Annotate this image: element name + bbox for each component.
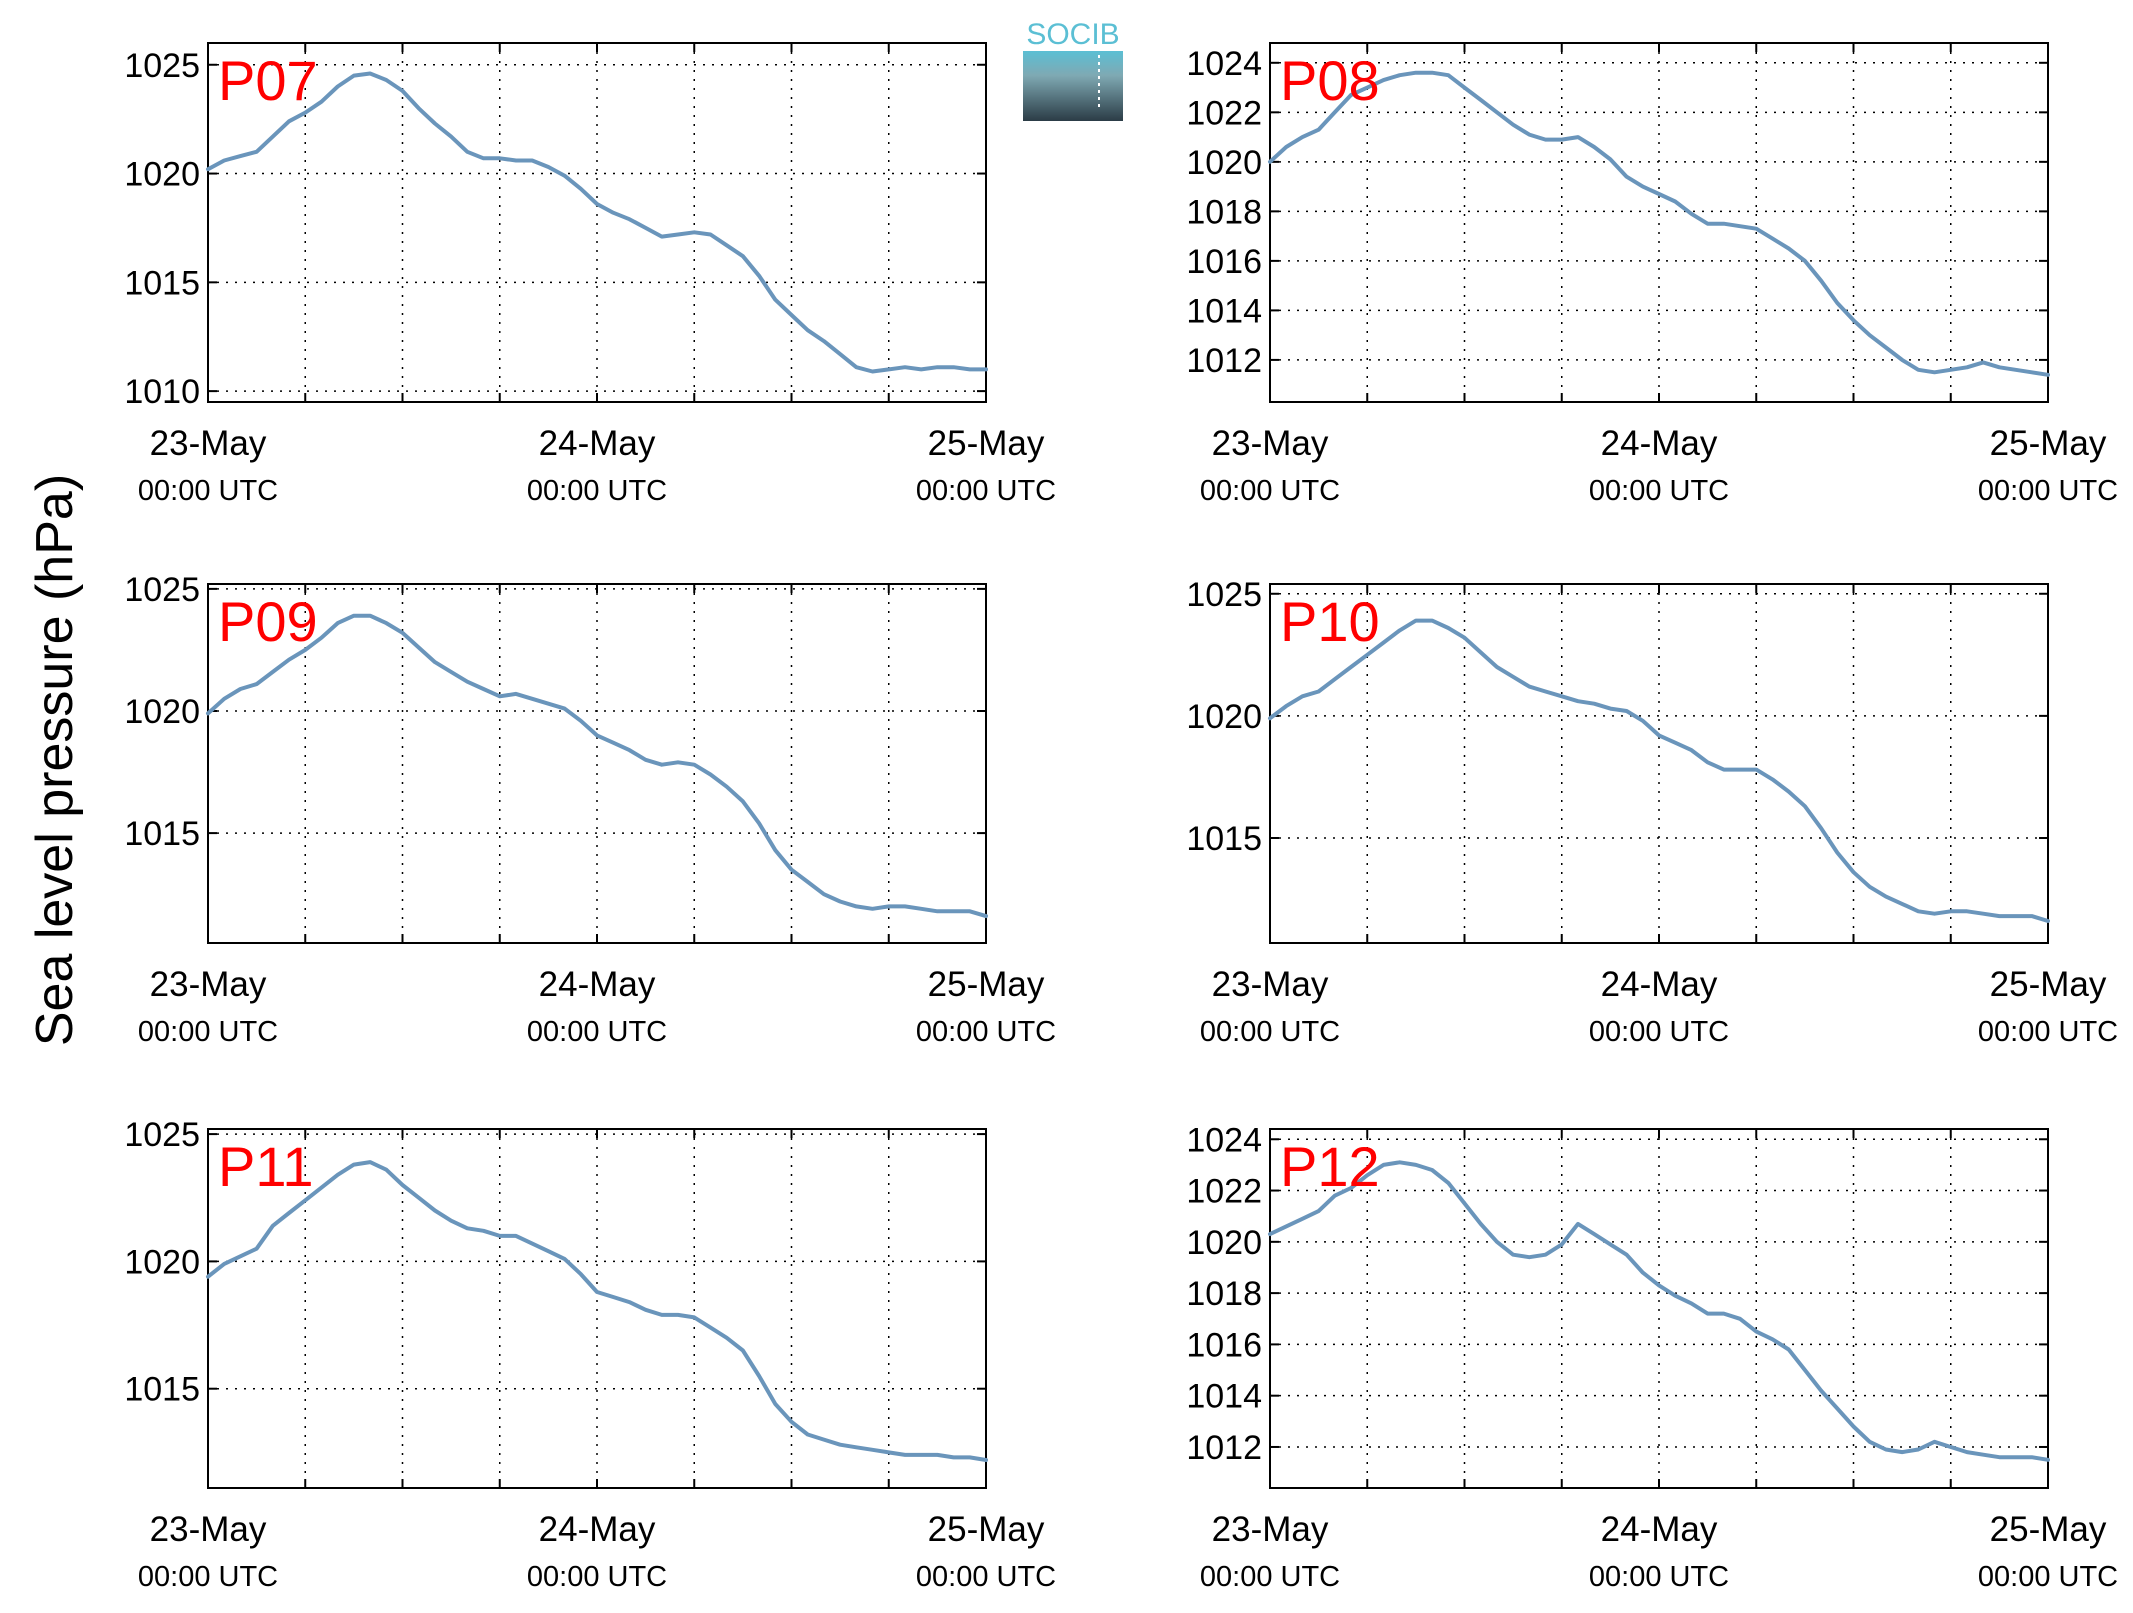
y-tick-label: 1015	[124, 264, 200, 302]
pressure-series-line	[1268, 70, 2050, 377]
plot-frame	[207, 583, 987, 944]
x-tick-label-date: 24-May	[1601, 965, 1718, 1004]
x-tick-label-time: 00:00 UTC	[138, 1016, 278, 1048]
x-tick-label-time: 00:00 UTC	[1978, 1016, 2118, 1048]
x-tick-label-time: 00:00 UTC	[527, 1561, 667, 1593]
x-tick-label-date: 23-May	[150, 424, 267, 463]
x-tick-label-date: 25-May	[1990, 965, 2107, 1004]
x-tick-label-date: 25-May	[928, 965, 1045, 1004]
x-tick-label-time: 00:00 UTC	[1978, 475, 2118, 507]
plot-frame	[207, 1128, 987, 1489]
y-tick-label: 1024	[1186, 45, 1262, 83]
y-tick-label: 1015	[124, 1371, 200, 1409]
panel-label: P12	[1280, 1135, 1380, 1198]
y-tick-label: 1020	[124, 1243, 200, 1281]
y-tick-label: 1022	[1186, 1173, 1262, 1211]
y-tick-label: 1016	[1186, 243, 1262, 281]
x-tick-label-time: 00:00 UTC	[1589, 475, 1729, 507]
plot-frame	[1269, 42, 2049, 403]
pressure-series-line	[206, 71, 988, 374]
logo-wave-block	[1023, 51, 1123, 121]
x-tick-label-date: 23-May	[1212, 965, 1329, 1004]
pressure-series-line	[1268, 1160, 2050, 1462]
y-tick-label: 1024	[1186, 1121, 1262, 1159]
socib-logo: SOCIB	[1023, 18, 1123, 121]
logo-text: SOCIB	[1026, 18, 1119, 51]
y-tick-label: 1014	[1186, 1378, 1262, 1416]
x-tick-label-date: 24-May	[1601, 1510, 1718, 1549]
y-tick-label: 1010	[124, 373, 200, 411]
pressure-series-line	[206, 1160, 988, 1462]
x-tick-label-date: 24-May	[539, 1510, 656, 1549]
panel-p11: 1015 1020 1025 23-May 00:00 UTC 24-May 00:00 U…	[124, 1116, 1056, 1593]
y-tick-label: 1016	[1186, 1326, 1262, 1364]
x-tick-label-time: 00:00 UTC	[1589, 1561, 1729, 1593]
y-tick-label: 1018	[1186, 193, 1262, 231]
x-tick-label-date: 25-May	[1990, 1510, 2107, 1549]
y-tick-label: 1022	[1186, 94, 1262, 132]
y-axis-label: Sea level pressure (hPa)	[26, 474, 84, 1046]
x-tick-label-time: 00:00 UTC	[916, 1016, 1056, 1048]
x-tick-label-date: 23-May	[150, 1510, 267, 1549]
panel-p10: 1015 1020 1025 23-May 00:00 UTC 24-May 00:00 U…	[1186, 576, 2118, 1048]
plot-frame	[207, 42, 987, 403]
y-tick-label: 1025	[124, 1116, 200, 1154]
x-tick-label-time: 00:00 UTC	[1589, 1016, 1729, 1048]
x-tick-label-date: 25-May	[928, 1510, 1045, 1549]
panel-label: P08	[1280, 49, 1380, 112]
y-tick-label: 1012	[1186, 342, 1262, 380]
pressure-series-line	[1268, 618, 2050, 923]
x-tick-label-date: 23-May	[150, 965, 267, 1004]
panel-label: P11	[218, 1135, 313, 1198]
x-tick-label-time: 00:00 UTC	[1200, 1016, 1340, 1048]
x-tick-label-time: 00:00 UTC	[916, 1561, 1056, 1593]
x-tick-label-time: 00:00 UTC	[527, 475, 667, 507]
x-tick-label-date: 24-May	[539, 424, 656, 463]
plot-frame	[1269, 1128, 2049, 1489]
y-tick-label: 1020	[124, 693, 200, 731]
panel-p12: 1012 1014 1016 1018 1020 1022 1024 23-May 00:00 …	[1186, 1121, 2118, 1593]
plot-frame	[1269, 583, 2049, 944]
x-tick-label-time: 00:00 UTC	[916, 475, 1056, 507]
x-tick-label-date: 25-May	[1990, 424, 2107, 463]
y-tick-label: 1025	[124, 47, 200, 85]
y-tick-label: 1015	[124, 815, 200, 853]
x-tick-label-time: 00:00 UTC	[527, 1016, 667, 1048]
x-tick-label-time: 00:00 UTC	[1200, 1561, 1340, 1593]
panel-label: P10	[1280, 590, 1380, 653]
panel-p09: 1015 1020 1025 23-May 00:00 UTC 24-May 00:00 U…	[124, 571, 1056, 1048]
x-tick-label-date: 23-May	[1212, 1510, 1329, 1549]
x-tick-label-time: 00:00 UTC	[138, 1561, 278, 1593]
x-tick-label-time: 00:00 UTC	[1200, 475, 1340, 507]
panel-p07: 1010 1015 1020 1025 23-May 00:00 UTC 24-May 00:…	[124, 42, 1056, 507]
x-tick-label-time: 00:00 UTC	[138, 475, 278, 507]
pressure-series-line	[206, 613, 988, 919]
y-tick-label: 1025	[1186, 576, 1262, 614]
x-tick-label-date: 25-May	[928, 424, 1045, 463]
y-tick-label: 1012	[1186, 1429, 1262, 1467]
y-tick-label: 1018	[1186, 1275, 1262, 1313]
y-tick-label: 1015	[1186, 820, 1262, 858]
x-tick-label-date: 24-May	[1601, 424, 1718, 463]
y-tick-label: 1020	[1186, 144, 1262, 182]
panel-p08: 1012 1014 1016 1018 1020 1022 1024 23-May 00:00 …	[1186, 42, 2118, 507]
panel-label: P09	[218, 590, 318, 653]
x-tick-label-date: 24-May	[539, 965, 656, 1004]
x-tick-label-date: 23-May	[1212, 424, 1329, 463]
y-tick-label: 1020	[124, 156, 200, 194]
y-tick-label: 1020	[1186, 698, 1262, 736]
y-tick-label: 1025	[124, 571, 200, 609]
y-tick-label: 1020	[1186, 1224, 1262, 1262]
x-tick-label-time: 00:00 UTC	[1978, 1561, 2118, 1593]
panel-label: P07	[218, 49, 318, 112]
y-tick-label: 1014	[1186, 292, 1262, 330]
